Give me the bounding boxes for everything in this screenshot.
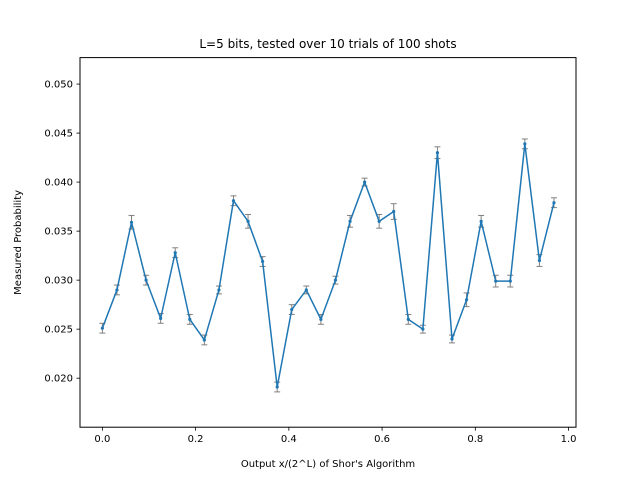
y-tick-label: 0.050: [44, 80, 73, 91]
data-point: [479, 219, 483, 223]
data-point: [275, 385, 279, 389]
data-point: [319, 317, 323, 321]
axis-ticks: 0.0 0.2 0.4 0.6 0.8 1.0 0.020 0.025 0.030 0.035 0.…: [44, 80, 576, 446]
data-point: [173, 251, 177, 255]
y-axis-label: Measured Probability: [13, 190, 24, 295]
data-point: [202, 338, 206, 342]
y-tick-label: 0.045: [44, 129, 73, 140]
data-point: [290, 307, 294, 312]
data-point: [217, 288, 221, 292]
x-axis-label: Output x/(2^L) of Shor's Algorithm: [241, 459, 415, 470]
data-point: [494, 279, 498, 283]
data-point: [129, 220, 134, 224]
data-point: [421, 327, 425, 331]
chart-title: L=5 bits, tested over 10 trials of 100 s…: [199, 37, 456, 51]
y-tick-label: 0.020: [44, 374, 73, 385]
data-point: [377, 219, 381, 223]
x-tick-label: 1.0: [561, 434, 577, 445]
x-tick-label: 0.0: [94, 434, 110, 445]
data-point: [464, 298, 469, 302]
y-tick-label: 0.040: [44, 178, 73, 189]
series-line: [101, 143, 555, 388]
y-tick-label: 0.035: [44, 227, 73, 238]
data-point: [552, 201, 556, 205]
data-point: [246, 219, 250, 223]
x-tick-label: 0.6: [374, 434, 390, 445]
x-tick-label: 0.8: [467, 434, 483, 445]
data-point: [333, 278, 338, 282]
data-point: [188, 317, 192, 321]
y-tick-label: 0.025: [44, 325, 73, 336]
data-point: [261, 259, 265, 264]
x-tick-label: 0.4: [281, 434, 297, 445]
data-point: [537, 258, 542, 263]
data-point: [144, 278, 148, 282]
x-tick-label: 0.2: [188, 434, 204, 445]
data-point: [392, 209, 396, 214]
data-point: [450, 337, 454, 341]
data-point: [100, 326, 104, 330]
data-point: [348, 219, 352, 223]
plot-area: [99, 138, 557, 393]
data-point: [115, 288, 119, 292]
axes-frame: [79, 57, 577, 428]
data-point: [362, 180, 367, 184]
data-point: [406, 317, 410, 321]
data-point: [435, 151, 440, 155]
y-tick-label: 0.030: [44, 276, 73, 287]
data-point: [231, 199, 236, 203]
data-point: [159, 316, 163, 320]
data-point: [304, 288, 308, 292]
data-point: [523, 142, 527, 146]
data-point: [508, 279, 512, 283]
